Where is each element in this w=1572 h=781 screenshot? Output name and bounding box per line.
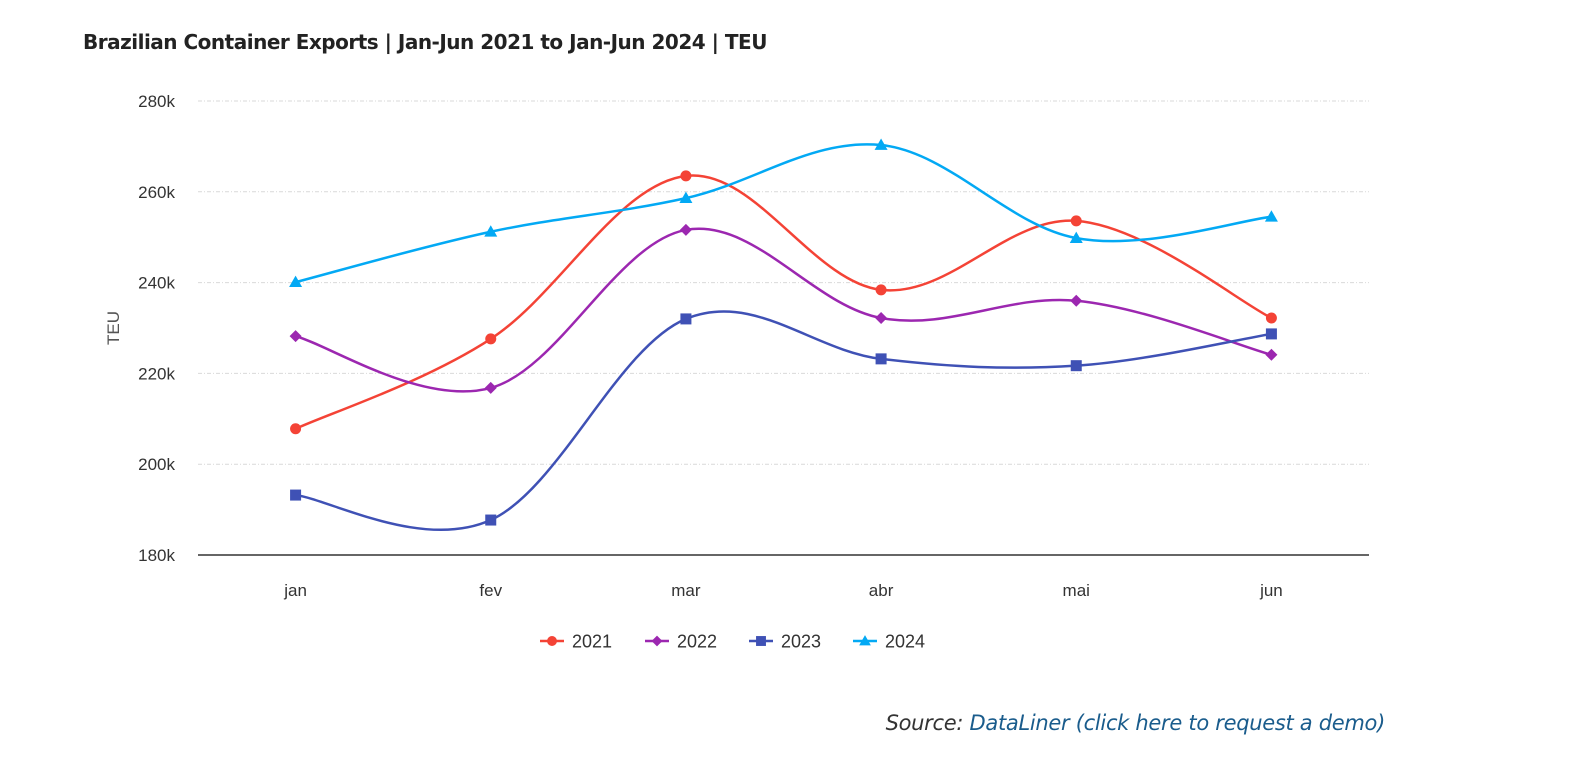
series-line-2022 [295,227,1272,393]
series-line-2023 [295,310,1272,531]
source-link[interactable]: DataLiner (click here to request a demo) [969,711,1386,735]
data-point-2021-fev[interactable] [485,333,497,345]
y-tick-label: 260k [138,183,175,202]
series-group [289,138,1278,531]
series-line-2021 [295,174,1272,430]
y-tick-label: 180k [138,546,175,565]
y-tick-label: 240k [138,274,175,293]
series-2021 [290,170,1277,435]
data-point-2021-mai[interactable] [1070,215,1082,227]
legend-item-2024[interactable]: 2024 [853,632,925,652]
x-tick-label: mar [671,581,701,600]
legend-marker-circle-icon [547,636,557,646]
legend-label: 2024 [885,632,925,652]
data-point-2022-jan[interactable] [289,330,302,343]
y-axis-ticks: 180k 200k 220k 240k 260k 280k [138,92,175,565]
y-tick-label: 280k [138,92,175,111]
x-tick-label: jan [283,581,307,600]
line-chart: 180k 200k 220k 240k 260k 280k jan fev mar abr mai… [104,92,1369,652]
legend-item-2021[interactable]: 2021 [540,632,612,652]
series-2022 [289,223,1278,394]
x-tick-label: mai [1063,581,1090,600]
source-prefix: Source: [885,711,970,735]
x-axis-ticks: jan fev mar abr mai jun [283,581,1283,600]
data-point-2023-mai[interactable] [1070,360,1082,372]
data-point-2024-jun[interactable] [1264,210,1278,222]
data-point-2024-mai[interactable] [1069,231,1083,243]
source-note: Source: DataLiner (click here to request… [885,711,1386,735]
legend-marker-diamond-icon [651,635,663,647]
x-tick-label: jun [1259,581,1283,600]
data-point-2022-abr[interactable] [875,312,888,325]
data-point-2022-jun[interactable] [1265,348,1278,361]
data-point-2024-abr[interactable] [874,138,888,150]
data-point-2021-jan[interactable] [290,423,302,435]
data-point-2021-abr[interactable] [875,284,887,296]
series-2023 [290,310,1277,531]
legend-label: 2021 [572,632,612,652]
data-point-2024-mar[interactable] [679,191,693,204]
series-line-2024 [295,143,1272,284]
series-2024 [289,138,1278,288]
legend-item-2022[interactable]: 2022 [645,632,717,652]
gridlines [198,100,1369,465]
data-point-2024-fev[interactable] [484,225,498,237]
data-point-2022-fev[interactable] [484,381,497,394]
data-point-2022-mar[interactable] [679,223,692,236]
legend-label: 2023 [781,632,821,652]
data-point-2023-jun[interactable] [1265,328,1277,340]
x-tick-label: abr [869,581,894,600]
legend-marker-triangle-icon [859,635,871,646]
data-point-2023-fev[interactable] [485,514,497,526]
data-point-2022-mai[interactable] [1070,294,1083,307]
legend-item-2023[interactable]: 2023 [749,632,821,652]
x-tick-label: fev [479,581,502,600]
chart-title: Brazilian Container Exports | Jan-Jun 20… [83,30,767,54]
data-point-2023-jan[interactable] [290,489,302,501]
legend-marker-square-icon [756,636,766,646]
data-point-2021-jun[interactable] [1265,312,1277,324]
data-point-2023-mar[interactable] [680,313,692,325]
data-point-2023-abr[interactable] [875,353,887,365]
y-tick-label: 220k [138,364,175,383]
y-tick-label: 200k [138,455,175,474]
legend: 2021 2022 2023 2024 [540,632,925,652]
legend-label: 2022 [677,632,717,652]
data-point-2021-mar[interactable] [680,170,692,182]
data-point-2024-jan[interactable] [289,275,303,288]
y-axis-title: TEU [104,311,123,345]
